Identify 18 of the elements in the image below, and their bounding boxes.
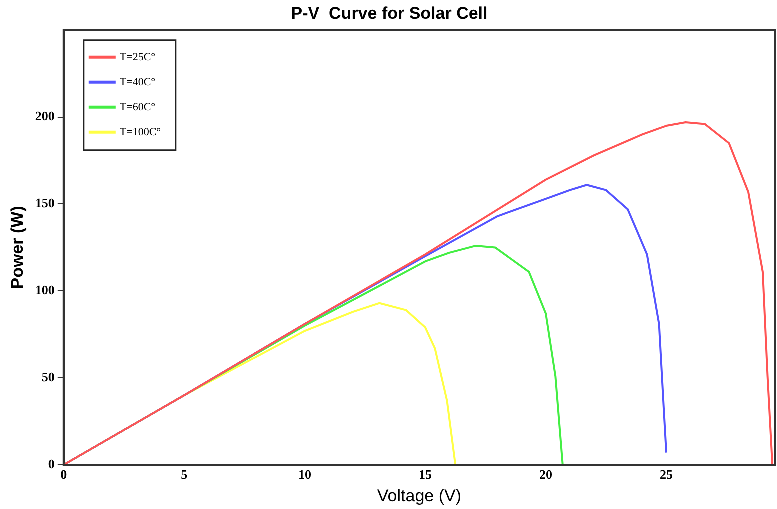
y-tick-label: 50	[42, 369, 55, 384]
y-tick-label: 200	[35, 108, 55, 124]
y-tick-label: 100	[35, 282, 55, 298]
legend-label: T=100C°	[120, 126, 162, 138]
y-tick-label: 150	[35, 196, 55, 211]
x-tick-label: 15	[418, 467, 432, 482]
legend-label: T=40C°	[120, 76, 156, 88]
legend-label: T=25C°	[120, 51, 156, 64]
x-tick-label: 10	[298, 467, 312, 482]
x-tick-label: 5	[181, 467, 188, 482]
x-axis-title: Voltage (V)	[377, 486, 462, 506]
y-axis-title: Power (W)	[8, 206, 27, 290]
x-tick-label: 20	[540, 467, 552, 482]
legend-label: T=60C°	[120, 101, 156, 114]
y-tick-label: 0	[48, 456, 55, 472]
chart-title: P-V Curve for Solar Cell	[291, 4, 488, 23]
x-tick-label: 25	[660, 467, 674, 482]
x-tick-label: 0	[60, 467, 68, 482]
